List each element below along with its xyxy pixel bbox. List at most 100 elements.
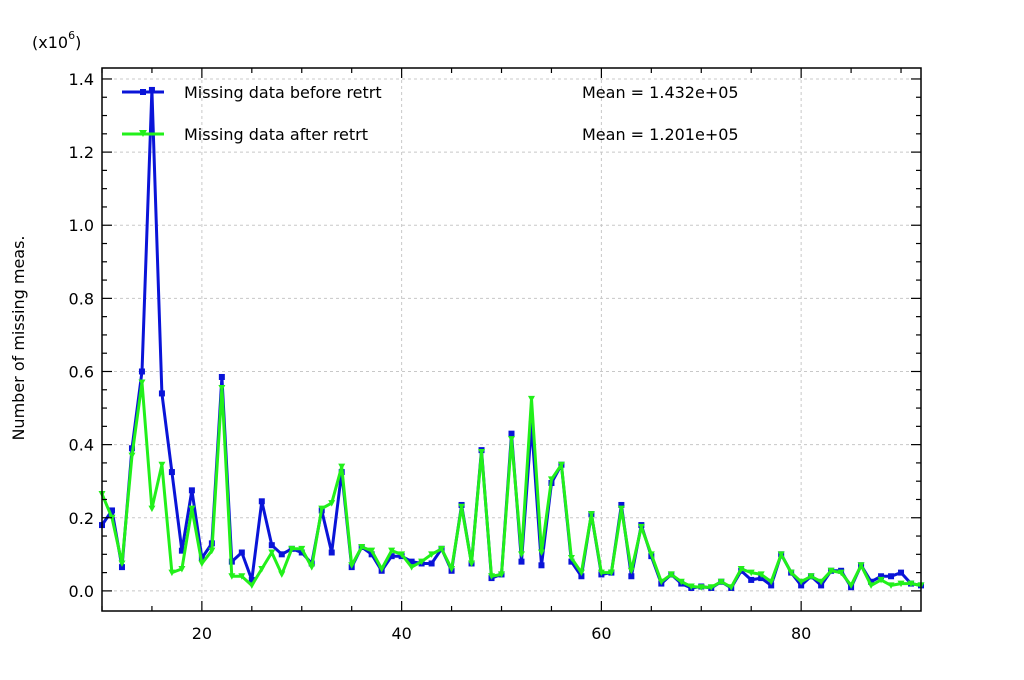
data-point: [857, 562, 865, 569]
data-point: [657, 578, 665, 586]
data-point: [408, 564, 416, 571]
data-point: [138, 368, 145, 375]
data-point: [557, 461, 565, 469]
data-point: [887, 582, 895, 589]
data-point: [877, 576, 885, 584]
data-point: [248, 576, 255, 583]
data-point: [677, 578, 685, 586]
data-point: [268, 542, 275, 549]
data-point: [547, 476, 555, 483]
data-point: [827, 567, 835, 575]
data-point: [438, 545, 446, 553]
data-point: [538, 562, 545, 569]
data-point: [148, 86, 155, 93]
data-point: [707, 584, 715, 591]
data-point: [817, 578, 825, 586]
data-point: [188, 505, 196, 513]
series-0: [99, 86, 924, 591]
data-point: [178, 565, 186, 573]
data-point: [328, 549, 335, 556]
y-multiplier-exponent: 6: [68, 29, 75, 42]
data-point: [888, 573, 895, 580]
legend-label-before: Missing data before retrt: [184, 83, 382, 102]
data-point: [737, 565, 745, 573]
data-point: [188, 487, 195, 494]
data-point: [338, 463, 346, 471]
data-point: [798, 582, 805, 589]
data-point: [278, 571, 286, 578]
data-point: [158, 390, 165, 397]
data-point: [118, 560, 126, 567]
data-point: [408, 558, 415, 565]
data-point: [867, 582, 875, 589]
legend: Missing data before retrt Mean = 1.432e+…: [122, 83, 739, 144]
axis-ticks: [101, 68, 921, 611]
data-point: [198, 560, 206, 567]
data-point: [238, 573, 246, 580]
legend-entry-before: Missing data before retrt Mean = 1.432e+…: [122, 83, 739, 102]
data-point: [458, 503, 466, 511]
data-point: [567, 554, 575, 562]
data-point: [508, 430, 515, 437]
y-tick-label: 0.2: [69, 509, 94, 528]
data-point: [168, 469, 175, 476]
data-point: [868, 578, 875, 585]
series-layer: [98, 86, 925, 591]
data-point: [248, 582, 256, 589]
data-point: [388, 553, 395, 560]
x-tick-labels: 20 40 60 80: [192, 624, 812, 643]
data-point: [228, 573, 236, 580]
series-1: [98, 379, 925, 591]
data-point: [218, 373, 225, 380]
data-point: [268, 549, 276, 556]
data-point: [378, 565, 386, 573]
y-tick-label: 1.4: [69, 70, 94, 89]
data-point: [128, 452, 136, 460]
data-point: [308, 564, 316, 571]
data-point: [138, 379, 146, 386]
data-point: [318, 505, 326, 513]
legend-marker-after: [139, 130, 147, 137]
y-axis-label: Number of missing meas.: [9, 235, 28, 440]
y-tick-labels: 0.0 0.2 0.4 0.6 0.8 1.0 1.2 1.4: [69, 70, 94, 601]
data-point: [398, 551, 406, 558]
y-multiplier-base: (x10: [32, 33, 68, 52]
y-tick-label: 0.0: [69, 582, 94, 601]
data-point: [498, 571, 506, 578]
data-point: [878, 573, 885, 580]
data-point: [218, 384, 226, 392]
data-point: [468, 560, 476, 567]
data-point: [258, 498, 265, 505]
data-point: [258, 565, 266, 573]
legend-entry-after: Missing data after retrt Mean = 1.201e+0…: [122, 125, 739, 144]
data-point: [618, 501, 625, 508]
data-point: [667, 571, 675, 578]
data-point: [518, 558, 525, 565]
x-tick-label: 60: [591, 624, 611, 643]
series-line: [100, 88, 922, 590]
data-point: [797, 578, 805, 586]
data-point: [388, 547, 396, 555]
plot-frame: [101, 67, 922, 612]
data-point: [617, 505, 625, 513]
data-point: [607, 569, 615, 577]
data-point: [627, 567, 635, 575]
data-point: [348, 562, 356, 569]
data-point: [158, 461, 166, 469]
data-point: [768, 582, 775, 589]
data-point: [637, 523, 645, 531]
data-point: [907, 580, 915, 588]
y-multiplier-close: ): [75, 33, 81, 52]
data-point: [597, 569, 605, 577]
data-point: [577, 569, 585, 577]
y-tick-label: 1.2: [69, 143, 94, 162]
data-point: [847, 582, 855, 589]
data-point: [537, 549, 545, 556]
data-point: [758, 575, 765, 582]
data-point: [787, 569, 795, 577]
data-point: [428, 560, 435, 567]
y-tick-label: 0.8: [69, 289, 94, 308]
data-point: [647, 551, 655, 558]
y-tick-label: 0.6: [69, 362, 94, 381]
